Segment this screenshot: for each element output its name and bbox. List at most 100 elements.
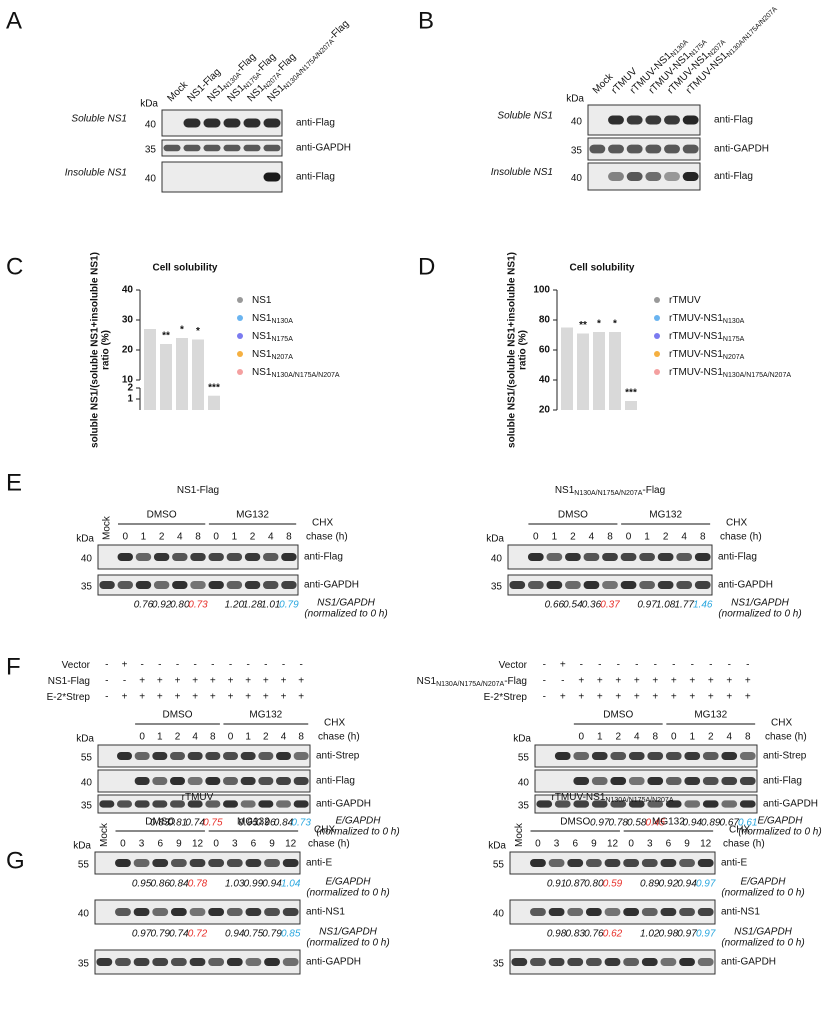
antibody-label: anti-Strep: [763, 751, 807, 762]
time-label: 0: [671, 732, 677, 743]
group-label: DMSO: [603, 710, 633, 721]
time-label: 2: [615, 732, 621, 743]
panel-letter: A: [6, 7, 22, 34]
blot-band: [275, 800, 292, 808]
blot-band: [117, 553, 133, 561]
blot-band: [96, 958, 113, 966]
legend-label-text: NS1: [252, 331, 272, 342]
ratio-value: 0.66: [545, 600, 565, 611]
chase-label: chase (h): [306, 532, 348, 543]
time-label: 4: [177, 532, 183, 543]
ratio-value: 0.97: [696, 929, 716, 940]
ratio-value: 0.97: [637, 600, 657, 611]
legend-label-sub: N175A: [271, 336, 293, 343]
marker-label: 40: [145, 120, 157, 131]
blot-band: [647, 752, 664, 760]
blot-band: [702, 752, 719, 760]
legend-label: rTMUV-NS1N130A/N175A/N207A: [669, 367, 791, 379]
marker-label: 40: [145, 174, 157, 185]
condition-sign: +: [298, 676, 304, 687]
ratio-value: 1.04: [281, 879, 301, 890]
time-label: 4: [268, 532, 274, 543]
marker-label: 40: [571, 173, 583, 184]
condition-label-text: NS1-Flag: [48, 676, 90, 687]
ratio-value: 0.95: [238, 818, 258, 829]
kda-label: kDa: [73, 841, 91, 852]
blot-band: [626, 115, 643, 125]
blot-band: [189, 908, 206, 916]
group-label: DMSO: [147, 510, 177, 521]
legend-dot: [237, 351, 243, 357]
condition-sign: +: [157, 676, 163, 687]
kda-label: kDa: [488, 841, 506, 852]
time-label: 0: [535, 839, 541, 850]
ratio-value: 0.78: [188, 879, 208, 890]
blot-band: [583, 581, 600, 589]
blot-band: [243, 118, 261, 128]
legend-label: NS1N175A: [252, 331, 293, 343]
condition-sign: -: [543, 660, 546, 671]
condition-sign: -: [635, 660, 638, 671]
time-label: 4: [726, 732, 732, 743]
blot-band: [293, 800, 309, 808]
time-label: 2: [175, 732, 181, 743]
legend-dot: [654, 351, 660, 357]
blot-band: [591, 777, 608, 785]
blot: [161, 139, 283, 157]
blot-band: [511, 958, 528, 966]
fraction-label: Soluble NS1: [71, 114, 127, 125]
condition-sign: -: [561, 676, 564, 687]
blot-band: [152, 777, 168, 785]
condition-sign: +: [210, 692, 216, 703]
legend-dot: [654, 297, 660, 303]
blot-band: [282, 859, 299, 867]
antibody-label: anti-NS1: [306, 907, 345, 918]
condition-sign: -: [543, 676, 546, 687]
blot-band: [641, 908, 658, 916]
blot-title: NS1-Flag: [177, 485, 219, 496]
blot-band: [628, 752, 645, 760]
blot-band: [169, 777, 186, 785]
blot-band: [133, 859, 150, 867]
blot-band: [223, 144, 241, 152]
antibody-label: anti-GAPDH: [316, 799, 371, 810]
blot: [97, 744, 311, 768]
blot-band: [116, 752, 133, 760]
legend-label-text: rTMUV-NS1: [669, 313, 723, 324]
blot-band: [208, 859, 225, 867]
ratio-note: (normalized to 0 h): [721, 888, 804, 899]
blot-band: [264, 958, 280, 966]
ratio-value: 0.85: [281, 929, 301, 940]
group-label: DMSO: [558, 510, 588, 521]
chase-label: chase (h): [308, 839, 350, 850]
blot-band: [554, 800, 571, 808]
condition-sign: +: [578, 692, 584, 703]
condition-label: Vector: [499, 660, 528, 671]
blot-band: [608, 144, 624, 154]
ratio-value: 0.94: [677, 879, 697, 890]
time-label: 6: [572, 839, 578, 850]
blot-band: [591, 752, 608, 760]
marker-label: 35: [518, 801, 530, 812]
time-label: 6: [157, 839, 163, 850]
time-label: 2: [250, 532, 256, 543]
antibody-label: anti-Flag: [714, 115, 753, 126]
blot-band: [189, 859, 206, 867]
blot-band: [626, 172, 643, 181]
marker-label: 55: [493, 860, 505, 871]
chase-label: chase (h): [318, 732, 360, 743]
condition-sign: -: [229, 660, 232, 671]
condition-sign: +: [745, 692, 751, 703]
blot-band: [610, 800, 627, 808]
time-label: 8: [195, 532, 201, 543]
significance: *: [196, 326, 200, 337]
condition-sign: -: [299, 660, 302, 671]
blot-band: [530, 958, 546, 966]
condition-sign: +: [597, 692, 603, 703]
y-tick-label: 10: [122, 375, 134, 386]
time-label: 1: [597, 732, 603, 743]
y-tick-label: 100: [533, 285, 550, 296]
time-label: 0: [626, 532, 632, 543]
blot-band: [203, 118, 221, 128]
